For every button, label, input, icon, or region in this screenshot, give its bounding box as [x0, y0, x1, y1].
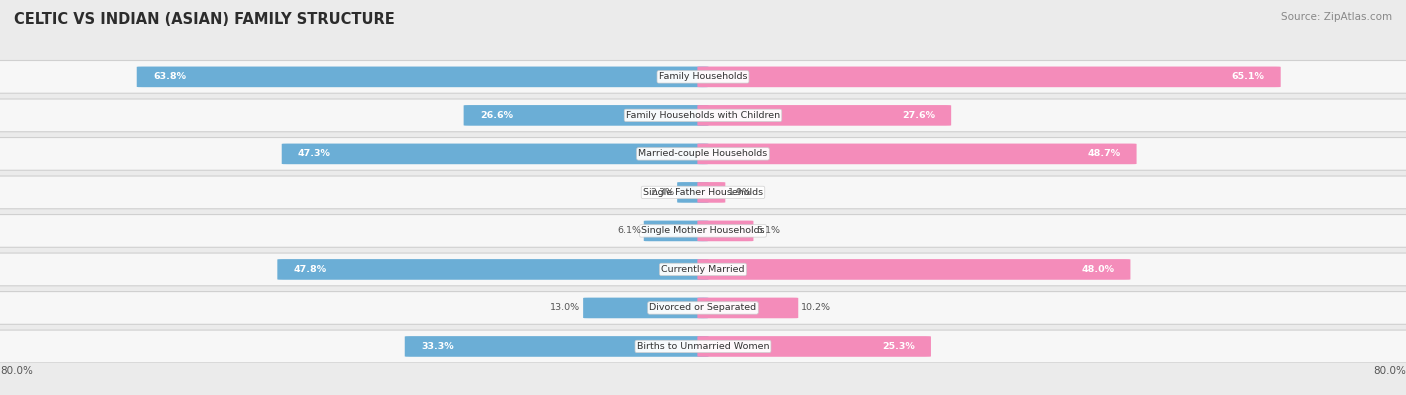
Text: CELTIC VS INDIAN (ASIAN) FAMILY STRUCTURE: CELTIC VS INDIAN (ASIAN) FAMILY STRUCTUR… — [14, 12, 395, 27]
FancyBboxPatch shape — [0, 99, 1406, 132]
Text: 1.9%: 1.9% — [728, 188, 752, 197]
Text: Family Households with Children: Family Households with Children — [626, 111, 780, 120]
Text: 25.3%: 25.3% — [882, 342, 915, 351]
FancyBboxPatch shape — [697, 105, 950, 126]
Text: 2.3%: 2.3% — [650, 188, 675, 197]
FancyBboxPatch shape — [0, 253, 1406, 286]
Text: Single Mother Households: Single Mother Households — [641, 226, 765, 235]
FancyBboxPatch shape — [697, 336, 931, 357]
FancyBboxPatch shape — [644, 220, 709, 241]
Text: 48.0%: 48.0% — [1081, 265, 1115, 274]
FancyBboxPatch shape — [678, 182, 709, 203]
Text: 65.1%: 65.1% — [1232, 72, 1264, 81]
FancyBboxPatch shape — [697, 220, 754, 241]
Text: 27.6%: 27.6% — [903, 111, 935, 120]
FancyBboxPatch shape — [0, 292, 1406, 324]
FancyBboxPatch shape — [136, 66, 709, 87]
Text: Source: ZipAtlas.com: Source: ZipAtlas.com — [1281, 12, 1392, 22]
Text: Married-couple Households: Married-couple Households — [638, 149, 768, 158]
Text: Currently Married: Currently Married — [661, 265, 745, 274]
FancyBboxPatch shape — [0, 176, 1406, 209]
Text: 63.8%: 63.8% — [153, 72, 186, 81]
Text: 6.1%: 6.1% — [617, 226, 641, 235]
FancyBboxPatch shape — [277, 259, 709, 280]
Text: 13.0%: 13.0% — [550, 303, 581, 312]
FancyBboxPatch shape — [697, 297, 799, 318]
Text: 10.2%: 10.2% — [801, 303, 831, 312]
Text: 47.3%: 47.3% — [298, 149, 330, 158]
FancyBboxPatch shape — [0, 60, 1406, 93]
FancyBboxPatch shape — [697, 182, 725, 203]
Text: 26.6%: 26.6% — [479, 111, 513, 120]
Text: Births to Unmarried Women: Births to Unmarried Women — [637, 342, 769, 351]
FancyBboxPatch shape — [281, 143, 709, 164]
Text: 48.7%: 48.7% — [1087, 149, 1121, 158]
Text: 80.0%: 80.0% — [0, 367, 32, 376]
Text: 47.8%: 47.8% — [294, 265, 326, 274]
FancyBboxPatch shape — [583, 297, 709, 318]
FancyBboxPatch shape — [464, 105, 709, 126]
Text: Single Father Households: Single Father Households — [643, 188, 763, 197]
Text: Divorced or Separated: Divorced or Separated — [650, 303, 756, 312]
FancyBboxPatch shape — [697, 259, 1130, 280]
FancyBboxPatch shape — [0, 330, 1406, 363]
FancyBboxPatch shape — [697, 66, 1281, 87]
Text: 5.1%: 5.1% — [756, 226, 780, 235]
FancyBboxPatch shape — [0, 137, 1406, 170]
FancyBboxPatch shape — [405, 336, 709, 357]
FancyBboxPatch shape — [697, 143, 1136, 164]
Text: 80.0%: 80.0% — [1374, 367, 1406, 376]
Text: Family Households: Family Households — [659, 72, 747, 81]
Text: 33.3%: 33.3% — [420, 342, 454, 351]
FancyBboxPatch shape — [0, 214, 1406, 247]
